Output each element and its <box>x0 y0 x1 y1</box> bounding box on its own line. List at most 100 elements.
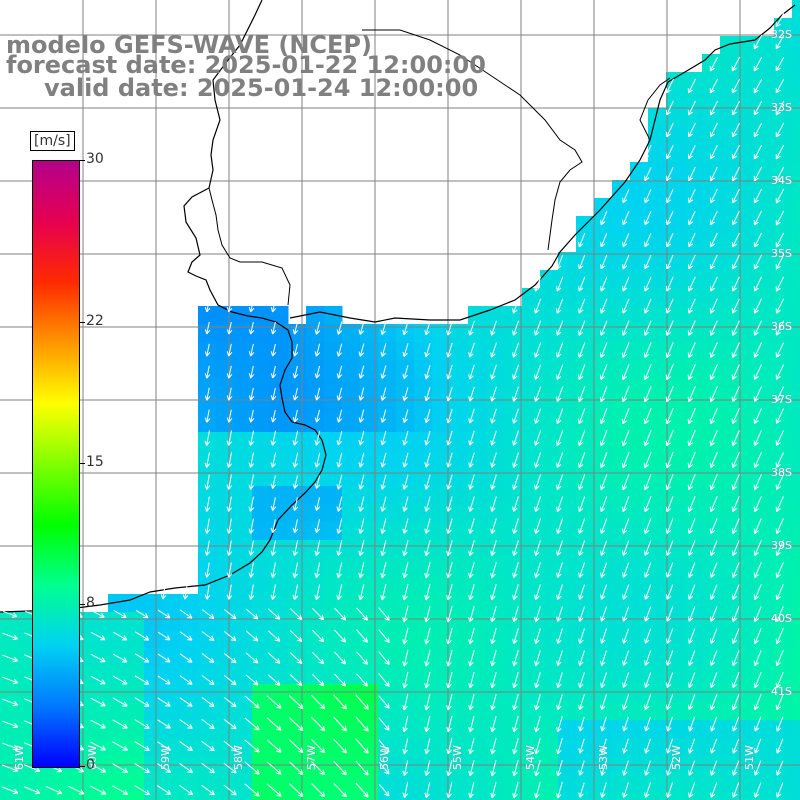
wind-speed-cell <box>396 576 415 595</box>
wind-speed-cell <box>738 720 757 739</box>
wind-arrow <box>666 738 674 754</box>
wind-speed-cell <box>792 378 800 397</box>
wind-arrow <box>643 451 652 469</box>
wind-speed-cell <box>450 486 469 505</box>
wind-arrow <box>248 387 255 401</box>
wind-speed-cell <box>144 630 163 649</box>
wind-arrow <box>512 518 519 534</box>
wind-speed-cell <box>720 630 739 649</box>
wind-speed-cell <box>540 378 559 397</box>
wind-speed-cell <box>702 504 721 523</box>
wind-speed-cell <box>522 648 541 667</box>
wind-speed-cell <box>576 666 595 685</box>
wind-speed-cell <box>702 252 721 271</box>
wind-arrow <box>266 761 282 775</box>
wind-speed-cell <box>432 558 451 577</box>
wind-speed-cell <box>306 504 325 523</box>
wind-speed-cell <box>684 684 703 703</box>
wind-speed-cell <box>270 450 289 469</box>
wind-speed-cell <box>684 72 703 91</box>
legend-tick-mark <box>79 604 85 606</box>
wind-speed-cell <box>648 792 667 800</box>
wind-speed-cell <box>360 630 379 649</box>
wind-speed-cell <box>306 720 325 739</box>
wind-arrow <box>665 100 674 116</box>
wind-speed-cell <box>648 180 667 199</box>
wind-speed-cell <box>522 522 541 541</box>
wind-speed-cell <box>414 792 433 800</box>
wind-speed-cell <box>162 720 181 739</box>
wind-speed-cell <box>612 540 631 559</box>
wind-speed-cell <box>504 738 523 757</box>
wind-speed-cell <box>306 324 325 343</box>
wind-speed-cell <box>576 360 595 379</box>
wind-speed-cell <box>252 684 271 703</box>
wind-speed-cell <box>270 504 289 523</box>
wind-speed-cell <box>198 450 217 469</box>
wind-speed-cell <box>18 774 37 793</box>
wind-speed-cell <box>504 666 523 685</box>
wind-arrow <box>512 320 520 336</box>
wind-arrow <box>204 365 211 379</box>
wind-speed-cell <box>774 288 793 307</box>
wind-arrow <box>556 254 564 270</box>
wind-speed-cell <box>342 630 361 649</box>
wind-speed-cell <box>216 432 235 451</box>
wind-speed-cell <box>558 792 577 800</box>
wind-speed-cell <box>666 144 685 163</box>
wind-speed-cell <box>594 306 613 325</box>
wind-speed-cell <box>540 612 559 631</box>
wind-speed-cell <box>774 522 793 541</box>
wind-arrow <box>687 342 696 358</box>
wind-speed-cell <box>702 594 721 613</box>
wind-speed-cell <box>774 774 793 793</box>
wind-arrow <box>270 409 277 423</box>
wind-speed-cell <box>432 774 451 793</box>
wind-speed-cell <box>540 522 559 541</box>
wind-arrow <box>490 518 497 534</box>
wind-arrow <box>468 386 475 402</box>
wind-speed-cell <box>72 774 91 793</box>
wind-speed-cell <box>702 198 721 217</box>
wind-arrow <box>709 188 718 204</box>
wind-arrow <box>709 430 718 447</box>
wind-speed-cell <box>270 342 289 361</box>
wind-arrow <box>753 672 762 689</box>
wind-speed-cell <box>450 324 469 343</box>
wind-speed-cell <box>450 594 469 613</box>
wind-speed-cell <box>648 558 667 577</box>
wind-speed-cell <box>612 414 631 433</box>
wind-speed-cell <box>702 72 721 91</box>
wind-arrow <box>665 78 674 94</box>
wind-speed-cell <box>450 720 469 739</box>
wind-arrow <box>292 540 299 556</box>
wind-arrow <box>776 782 784 798</box>
wind-speed-cell <box>612 342 631 361</box>
wind-arrow <box>424 365 431 380</box>
wind-arrow <box>157 697 171 707</box>
wind-arrow <box>468 693 475 711</box>
wind-arrow <box>578 672 585 688</box>
wind-speed-cell <box>648 450 667 469</box>
wind-speed-cell <box>792 774 800 793</box>
wind-speed-cell <box>684 216 703 235</box>
wind-arrow <box>380 562 387 579</box>
wind-speed-cell <box>612 522 631 541</box>
wind-speed-cell <box>450 378 469 397</box>
wind-speed-cell <box>288 486 307 505</box>
wind-speed-cell <box>720 414 739 433</box>
wind-arrow <box>776 760 784 776</box>
wind-arrow <box>687 694 696 711</box>
wind-arrow <box>732 716 740 732</box>
wind-arrow <box>688 189 696 204</box>
wind-speed-cell <box>378 648 397 667</box>
wind-arrow <box>446 496 453 512</box>
wind-arrow <box>709 144 718 160</box>
wind-speed-cell <box>666 558 685 577</box>
wind-arrow <box>600 276 608 292</box>
wind-speed-cell <box>288 720 307 739</box>
wind-speed-cell <box>540 468 559 487</box>
wind-arrow <box>643 518 652 534</box>
wind-arrow <box>134 719 150 729</box>
wind-arrow <box>90 763 107 773</box>
